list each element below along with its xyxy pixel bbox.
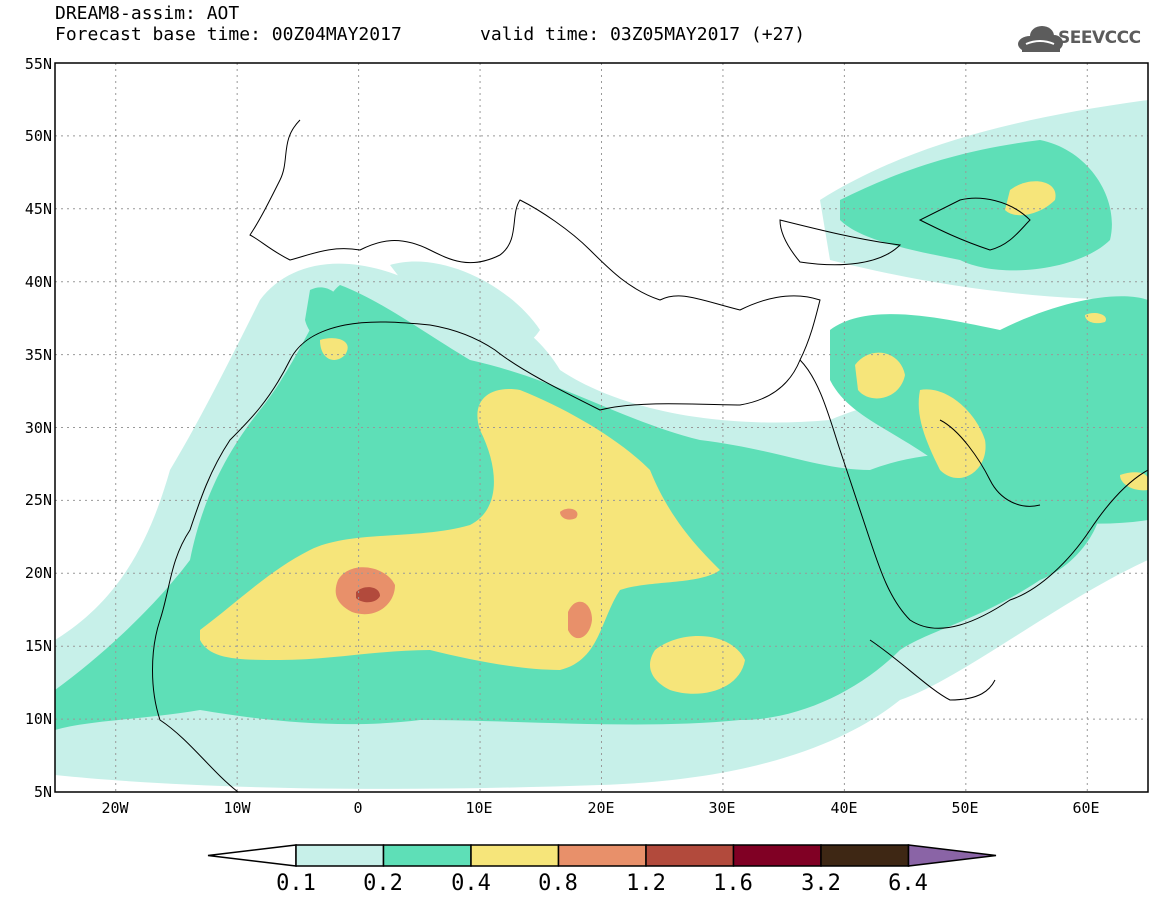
colorbar-bin xyxy=(557,844,647,867)
map-graticule xyxy=(55,63,1148,792)
logo-text: SEEVCCC xyxy=(1058,28,1141,48)
coastlines xyxy=(152,119,1148,792)
aot-field xyxy=(55,100,1148,789)
colorbar-arrow-high xyxy=(907,844,997,867)
lon-label: 0 xyxy=(353,799,363,817)
map-frame xyxy=(54,62,1149,793)
lon-label: 20W xyxy=(101,799,129,817)
colorbar-bin xyxy=(820,844,910,867)
colorbar xyxy=(207,844,997,867)
lat-label: 20N xyxy=(24,564,52,582)
lon-label: 10E xyxy=(465,799,493,817)
lat-label: 55N xyxy=(24,55,52,73)
colorbar-label: 0.1 xyxy=(276,871,316,896)
lat-label: 5N xyxy=(33,783,52,801)
aot-level-0.4 xyxy=(200,181,1148,694)
cloud-icon xyxy=(1018,26,1063,52)
title-valid-time: valid time: 03Z05MAY2017 (+27) xyxy=(480,24,806,45)
colorbar-label: 0.4 xyxy=(451,871,491,896)
lat-label: 40N xyxy=(24,273,52,291)
lon-label: 50E xyxy=(951,799,979,817)
aot-level-1.2 xyxy=(356,587,380,603)
lon-label: 10W xyxy=(223,799,251,817)
colorbar-label: 0.2 xyxy=(363,871,403,896)
title-base-time: Forecast base time: 00Z04MAY2017 xyxy=(55,24,402,45)
colorbar-bin xyxy=(470,844,560,867)
colorbar-bin xyxy=(732,844,822,867)
lat-label: 15N xyxy=(24,637,52,655)
lon-label: 60E xyxy=(1072,799,1100,817)
lat-label: 50N xyxy=(24,127,52,145)
title-variable: DREAM8-assim: AOT xyxy=(55,3,240,24)
lat-label: 35N xyxy=(24,346,52,364)
colorbar-label: 0.8 xyxy=(538,871,578,896)
lat-label: 25N xyxy=(24,491,52,509)
colorbar-bin xyxy=(295,844,385,867)
lon-label: 40E xyxy=(830,799,858,817)
colorbar-label: 1.2 xyxy=(626,871,666,896)
lat-label: 45N xyxy=(24,200,52,218)
colorbar-label: 3.2 xyxy=(801,871,841,896)
colorbar-label: 1.6 xyxy=(713,871,753,896)
lon-label: 30E xyxy=(708,799,736,817)
colorbar-arrow-low xyxy=(207,844,297,867)
colorbar-bin xyxy=(382,844,472,867)
lat-label: 10N xyxy=(24,710,52,728)
lat-label: 30N xyxy=(24,419,52,437)
colorbar-label: 6.4 xyxy=(888,871,928,896)
lon-label: 20E xyxy=(587,799,615,817)
colorbar-bin xyxy=(645,844,735,867)
